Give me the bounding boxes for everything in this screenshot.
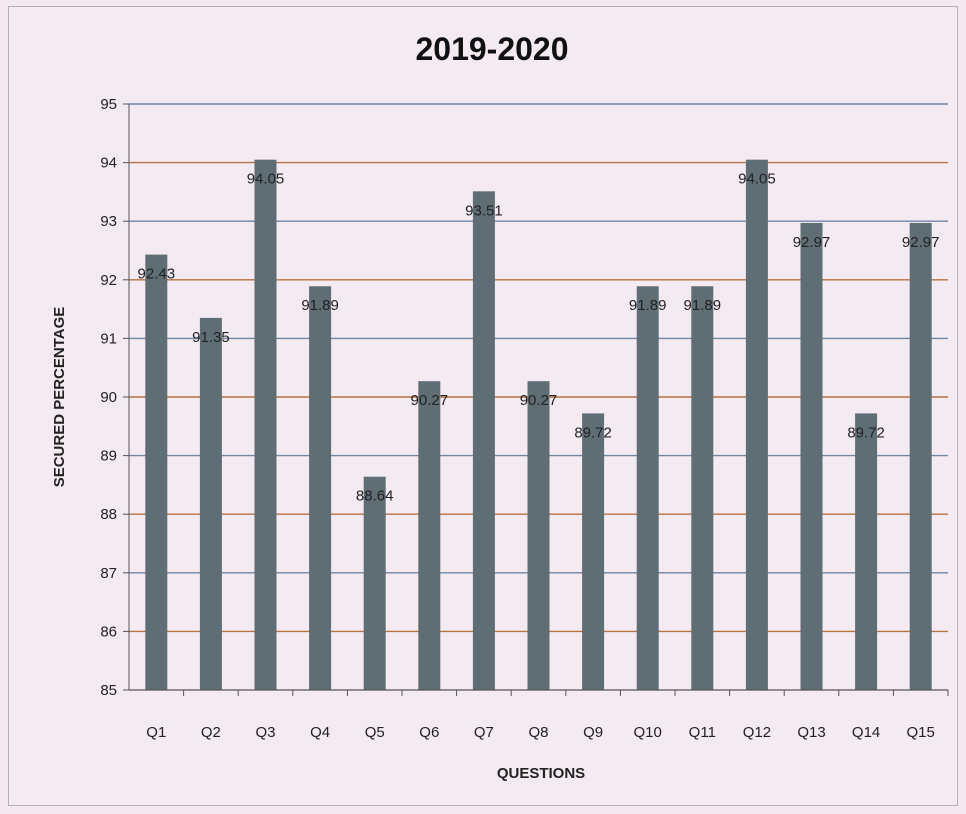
bar <box>527 381 550 690</box>
bar <box>309 286 332 690</box>
data-label: 90.27 <box>520 392 558 409</box>
x-tick-label: Q5 <box>365 724 385 741</box>
x-tick-label: Q11 <box>689 724 716 741</box>
bar <box>472 191 495 690</box>
x-tick-label: Q1 <box>146 724 166 741</box>
data-label: 92.43 <box>138 266 176 283</box>
x-tick-label: Q14 <box>852 724 880 741</box>
x-ticks: Q1 Q2 Q3 Q4 Q5 Q6 Q7 Q8 Q9 Q10 Q11 Q12 Q13 Q14 Q15 <box>146 690 949 741</box>
y-tick-label: 85 <box>100 682 117 699</box>
bar <box>254 159 277 691</box>
bar <box>636 286 659 690</box>
y-tick-label: 90 <box>100 389 117 406</box>
y-tick-label: 95 <box>100 96 117 113</box>
data-label: 91.89 <box>684 297 722 314</box>
y-tick-label: 88 <box>100 506 117 523</box>
x-tick-label: Q9 <box>583 724 603 741</box>
y-tick-label: 87 <box>100 565 117 582</box>
x-tick-label: Q6 <box>419 724 439 741</box>
y-tick-label: 86 <box>100 623 117 640</box>
data-label: 94.05 <box>738 171 776 188</box>
data-label: 90.27 <box>411 392 449 409</box>
chart-title: 2019-2020 <box>415 31 568 67</box>
data-label: 91.35 <box>192 329 230 346</box>
data-label: 94.05 <box>247 171 285 188</box>
data-label: 89.72 <box>847 424 885 441</box>
data-label: 91.89 <box>629 297 667 314</box>
x-tick-label: Q3 <box>255 724 275 741</box>
y-tick-label: 94 <box>100 155 117 172</box>
x-tick-label: Q7 <box>474 724 494 741</box>
bar <box>855 413 878 690</box>
bar <box>909 222 932 690</box>
x-tick-label: Q8 <box>528 724 548 741</box>
x-tick-label: Q10 <box>634 724 662 741</box>
y-ticks: 85 86 87 88 89 90 91 92 93 94 95 <box>100 96 130 699</box>
data-labels: 92.43 91.35 94.05 91.89 88.64 90.27 93.51 90.27… <box>138 171 940 505</box>
x-axis-label: QUESTIONS <box>497 765 585 782</box>
y-tick-label: 89 <box>100 448 117 465</box>
bar <box>745 159 768 691</box>
y-axis-label: SECURED PERCENTAGE <box>51 307 68 488</box>
x-tick-label: Q12 <box>743 724 771 741</box>
x-tick-label: Q2 <box>201 724 221 741</box>
y-tick-label: 92 <box>100 272 117 289</box>
data-label: 88.64 <box>356 488 394 505</box>
bar <box>582 413 605 690</box>
x-tick-label: Q15 <box>907 724 935 741</box>
bar <box>145 254 168 691</box>
x-tick-label: Q4 <box>310 724 330 741</box>
data-label: 91.89 <box>301 297 339 314</box>
y-tick-label: 93 <box>100 213 117 230</box>
data-label: 92.97 <box>902 234 940 251</box>
bar <box>418 381 441 690</box>
bar <box>199 317 222 690</box>
data-label: 89.72 <box>574 424 612 441</box>
data-label: 92.97 <box>793 234 831 251</box>
bars <box>145 159 932 691</box>
y-tick-label: 91 <box>100 330 117 347</box>
bar <box>800 222 823 690</box>
x-tick-label: Q13 <box>797 724 825 741</box>
bar <box>363 476 386 690</box>
bar <box>691 286 714 690</box>
data-label: 93.51 <box>465 202 503 219</box>
